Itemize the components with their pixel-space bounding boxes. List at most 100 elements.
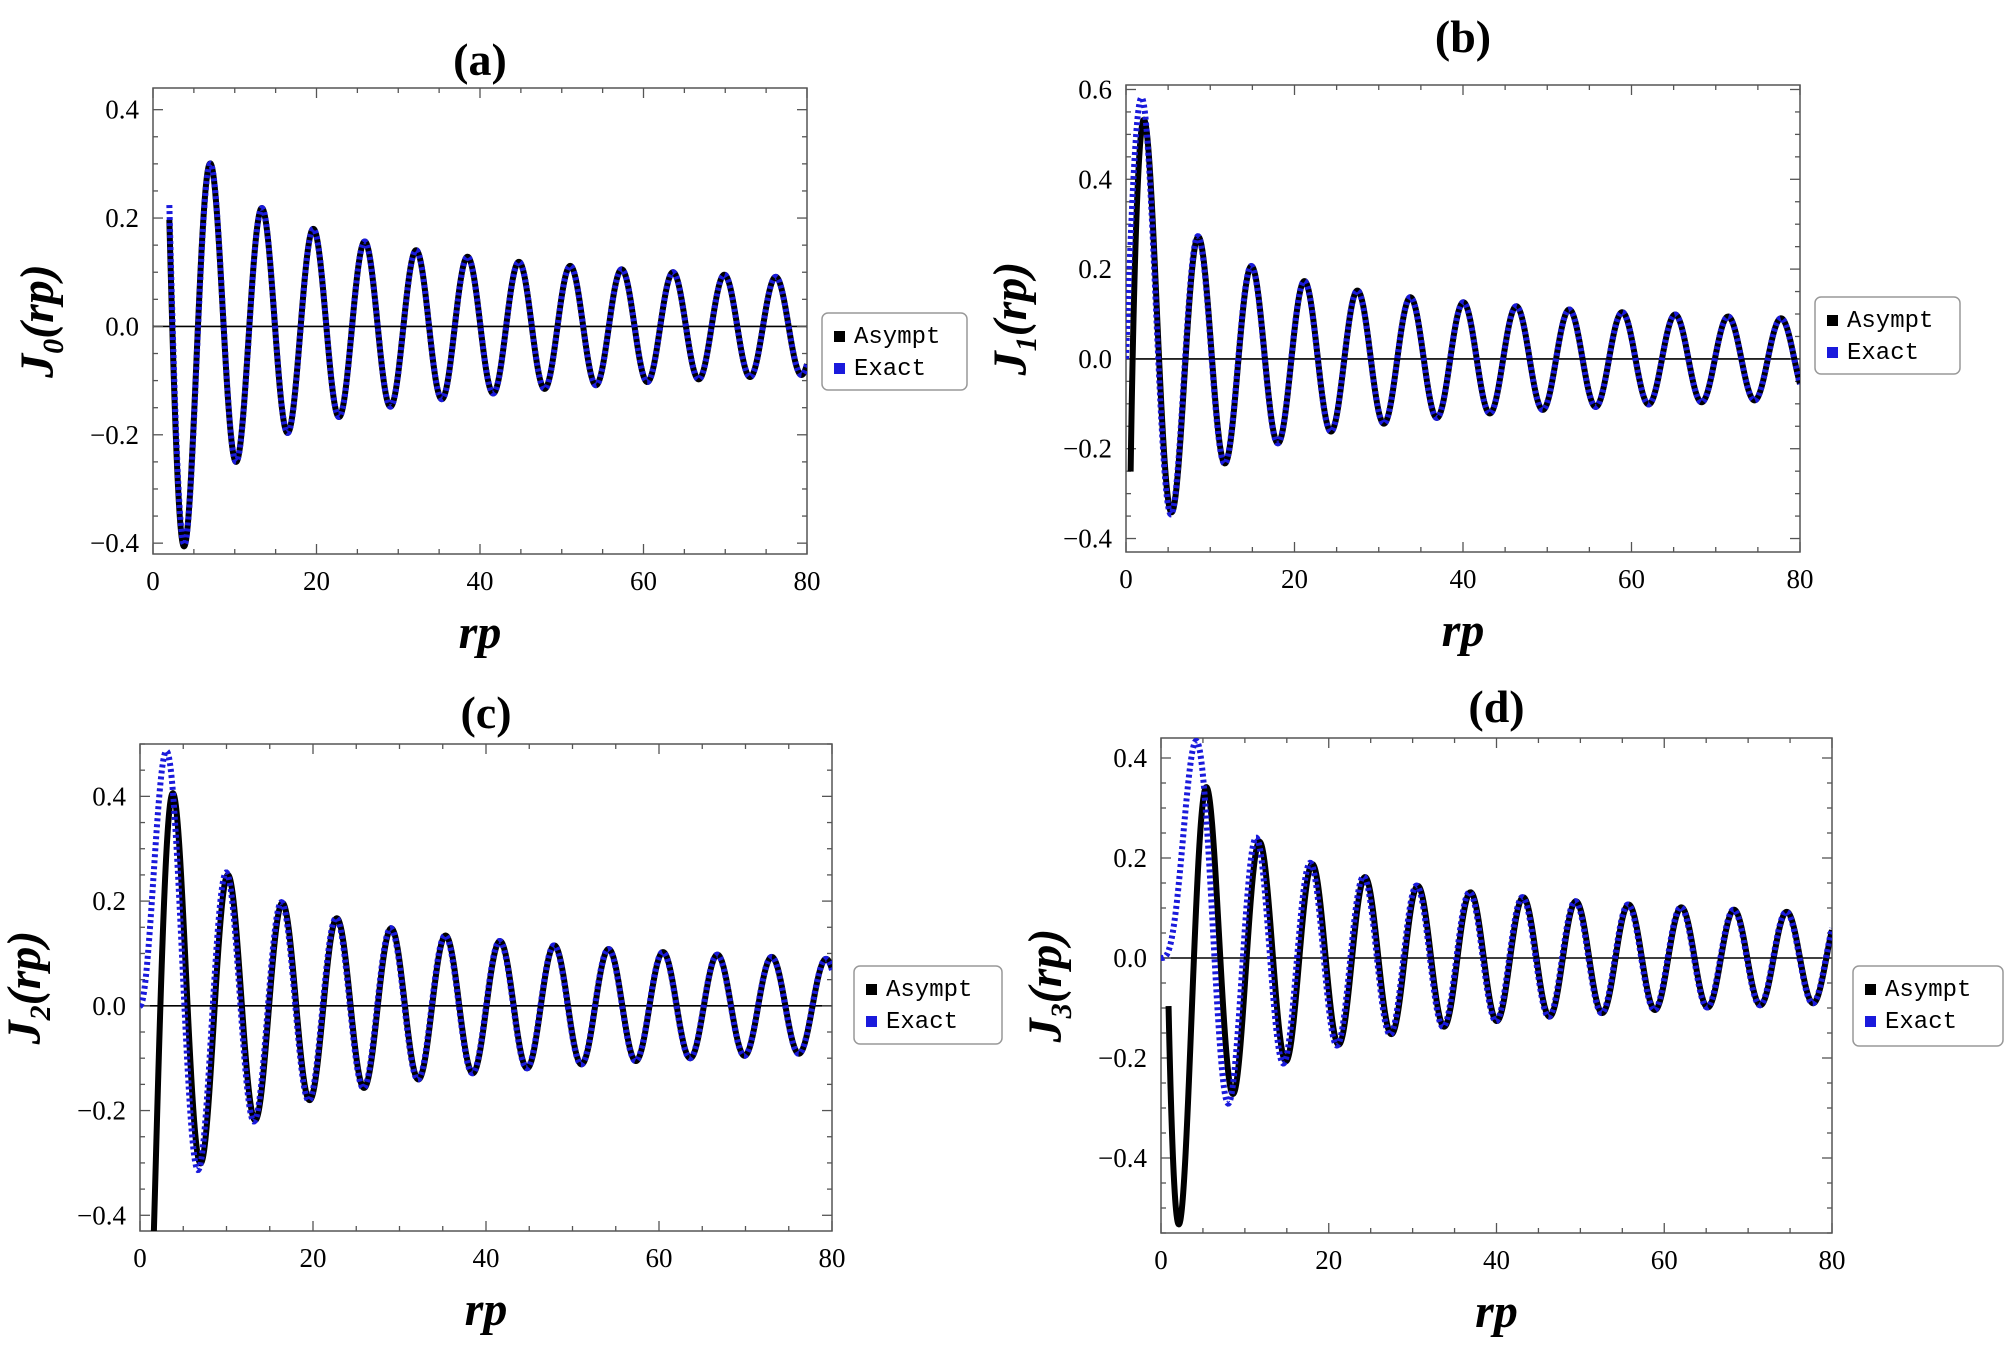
y-tick-label: −0.2 xyxy=(1063,434,1112,464)
y-axis-label-args: (rp) xyxy=(11,264,64,339)
series-asympt-line xyxy=(1165,784,1832,1228)
legend-box xyxy=(1814,296,1961,375)
x-tick-label: 60 xyxy=(646,1243,673,1273)
y-axis-label-symbol: J xyxy=(1019,1016,1072,1043)
legend-label-asympt: Asympt xyxy=(886,977,972,1004)
y-tick-label: 0.4 xyxy=(1078,164,1112,194)
panel-c: 0 20 40 60 80 −0.4 −0.2 0.0 0.2 0.4 (c) rp J2(rp) Asy… xyxy=(0,687,1003,1336)
legend-box xyxy=(821,312,968,391)
y-tick-label: 0.2 xyxy=(92,886,126,916)
legend: Asympt Exact xyxy=(821,312,968,391)
y-tick-label: 0.4 xyxy=(1113,743,1147,773)
y-axis-label: J1(rp) xyxy=(984,262,1043,377)
x-tick-label: 60 xyxy=(1651,1245,1678,1275)
x-tick-label: 40 xyxy=(467,566,494,596)
y-tick-label: −0.2 xyxy=(1098,1043,1147,1073)
y-tick-label: 0.0 xyxy=(92,991,126,1021)
legend: Asympt Exact xyxy=(1852,965,2004,1047)
x-axis-label: rp xyxy=(1475,1285,1518,1338)
y-tick-label: 0.2 xyxy=(1113,843,1147,873)
x-tick-label: 40 xyxy=(1483,1245,1510,1275)
y-axis-label-subscript: 1 xyxy=(1010,336,1043,351)
x-tick-label: 60 xyxy=(1618,564,1645,594)
y-axis-label-subscript: 0 xyxy=(37,339,70,354)
x-tick-label: 80 xyxy=(1819,1245,1846,1275)
y-axis-label: J2(rp) xyxy=(0,931,57,1046)
y-axis-label-symbol: J xyxy=(0,1018,51,1045)
plot-frame xyxy=(1160,737,1833,1234)
panel-d: 0 20 40 60 80 −0.4 −0.2 0.0 0.2 0.4 (d) rp J3(rp) Asy… xyxy=(1019,681,2004,1338)
panel-title: (a) xyxy=(453,34,507,85)
x-tick-label: 0 xyxy=(133,1243,147,1273)
legend-swatch-exact xyxy=(1865,1016,1876,1027)
x-tick-label: 20 xyxy=(1315,1245,1342,1275)
y-axis-label-args: (rp) xyxy=(0,931,51,1006)
series-exact-line xyxy=(1126,94,1800,518)
series-exact-line xyxy=(1161,738,1832,1107)
legend: Asympt Exact xyxy=(1814,296,1961,375)
y-axis-label-symbol: J xyxy=(984,349,1037,376)
x-axis-label: rp xyxy=(465,1283,508,1336)
legend-label-asympt: Asympt xyxy=(1885,977,1971,1004)
y-tick-label: −0.2 xyxy=(77,1096,126,1126)
x-axis-label: rp xyxy=(459,606,502,659)
x-tick-label: 0 xyxy=(1154,1245,1168,1275)
legend-label-exact: Exact xyxy=(886,1009,958,1036)
x-tick-label: 80 xyxy=(794,566,821,596)
series-asympt-line xyxy=(150,790,832,1231)
legend-swatch-exact xyxy=(866,1016,877,1027)
y-tick-label: −0.4 xyxy=(77,1200,126,1230)
legend-swatch-asympt xyxy=(866,984,877,995)
legend-swatch-asympt xyxy=(1865,984,1876,995)
y-tick-label: −0.4 xyxy=(1063,524,1112,554)
y-axis-label: J0(rp) xyxy=(11,264,70,379)
panel-title: (b) xyxy=(1435,11,1491,62)
legend-label-exact: Exact xyxy=(854,356,926,383)
x-tick-label: 80 xyxy=(819,1243,846,1273)
y-tick-label: 0.4 xyxy=(105,95,139,125)
y-axis-label-subscript: 3 xyxy=(1045,1003,1078,1019)
legend-swatch-exact xyxy=(1827,347,1838,358)
legend-box xyxy=(1852,965,2004,1047)
y-tick-label: −0.4 xyxy=(90,528,139,558)
legend: Asympt Exact xyxy=(853,965,1003,1045)
x-tick-label: 0 xyxy=(146,566,160,596)
y-axis-label: J3(rp) xyxy=(1019,929,1078,1044)
x-axis-label: rp xyxy=(1442,604,1485,657)
legend-label-exact: Exact xyxy=(1885,1009,1957,1036)
legend-label-asympt: Asympt xyxy=(854,324,940,351)
x-tick-label: 20 xyxy=(300,1243,327,1273)
y-tick-label: 0.0 xyxy=(1078,344,1112,374)
y-tick-label: 0.0 xyxy=(105,311,139,341)
x-tick-label: 20 xyxy=(303,566,330,596)
y-axis-label-symbol: J xyxy=(11,352,64,379)
series-asympt-line xyxy=(1127,116,1800,516)
plot-frame xyxy=(1125,84,1801,553)
x-tick-label: 40 xyxy=(1450,564,1477,594)
y-tick-label: −0.4 xyxy=(1098,1143,1147,1173)
panel-title: (d) xyxy=(1468,681,1524,732)
legend-label-exact: Exact xyxy=(1847,340,1919,367)
legend-swatch-exact xyxy=(834,363,845,374)
panel-title: (c) xyxy=(460,687,511,738)
series-exact-line xyxy=(166,160,807,549)
x-tick-label: 0 xyxy=(1119,564,1133,594)
legend-swatch-asympt xyxy=(834,331,845,342)
legend-box xyxy=(853,965,1003,1045)
panel-b: 0 20 40 60 80 −0.4 −0.2 0.0 0.2 0.4 0.6 (b) rp J1(rp)… xyxy=(984,11,1961,657)
x-tick-label: 20 xyxy=(1281,564,1308,594)
legend-swatch-asympt xyxy=(1827,315,1838,326)
y-axis-label-args: (rp) xyxy=(984,262,1037,337)
y-tick-label: 0.2 xyxy=(105,203,139,233)
series-exact-line xyxy=(140,748,832,1174)
x-tick-label: 60 xyxy=(630,566,657,596)
x-tick-label: 80 xyxy=(1787,564,1814,594)
y-axis-label-subscript: 2 xyxy=(24,1005,57,1021)
y-tick-label: 0.6 xyxy=(1078,74,1112,104)
y-tick-label: 0.2 xyxy=(1078,254,1112,284)
y-tick-label: −0.2 xyxy=(90,420,139,450)
x-tick-label: 40 xyxy=(473,1243,500,1273)
y-axis-label-args: (rp) xyxy=(1019,929,1072,1004)
